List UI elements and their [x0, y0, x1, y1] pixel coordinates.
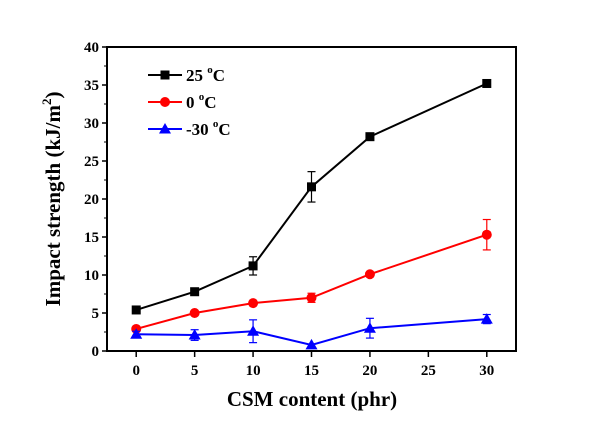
y-tick-label: 10 — [84, 268, 99, 284]
legend-label: 0 oC — [186, 91, 217, 112]
data-point — [363, 322, 376, 333]
y-tick-label: 30 — [84, 116, 99, 132]
legend-marker — [159, 123, 171, 134]
data-point — [189, 308, 200, 318]
data-point — [365, 132, 375, 142]
data-point — [188, 329, 201, 340]
data-point — [190, 287, 200, 297]
legend-label: -30 oC — [186, 118, 231, 139]
x-axis-title: CSM content (phr) — [227, 387, 397, 411]
data-point — [306, 292, 317, 303]
x-tick-label: 25 — [421, 363, 436, 379]
y-axis-title-sup: 2 — [39, 99, 54, 106]
data-point — [480, 313, 493, 324]
x-tick-label: 10 — [246, 363, 261, 379]
y-axis-title: Impact strength (kJ/m2) — [39, 92, 65, 307]
legend-marker — [160, 97, 170, 107]
x-tick-label: 0 — [132, 363, 140, 379]
y-tick-label: 40 — [84, 40, 99, 56]
data-point — [247, 325, 260, 336]
legend-item: 25 oC — [148, 64, 225, 85]
y-tick-label: 20 — [84, 192, 99, 208]
y-tick-label: 25 — [84, 154, 99, 170]
series-line — [135, 82, 488, 311]
series-group — [130, 78, 493, 350]
y-tick-label: 5 — [92, 306, 100, 322]
y-axis: 0 5 10 15 20 25 30 35 40 — [84, 40, 107, 360]
data-point — [248, 261, 258, 271]
data-point — [248, 298, 259, 309]
data-point — [305, 338, 318, 350]
y-tick-label: 35 — [84, 78, 99, 94]
x-tick-label: 5 — [191, 363, 199, 379]
legend-label: 25 oC — [186, 64, 225, 85]
x-axis: 0 5 10 15 20 25 30 — [132, 351, 494, 379]
x-tick-label: 20 — [362, 363, 377, 379]
data-point — [481, 229, 492, 240]
series-line — [136, 318, 487, 346]
y-tick-label: 15 — [84, 230, 99, 246]
series-2 — [130, 313, 493, 350]
x-tick-label: 15 — [304, 363, 319, 379]
x-tick-label: 30 — [479, 363, 494, 379]
legend: 25 oC 0 oC -30 oC — [148, 64, 231, 139]
series-1 — [131, 218, 492, 334]
data-point — [482, 78, 492, 88]
data-point — [130, 328, 143, 339]
data-point — [364, 269, 375, 280]
y-axis-title-main: Impact strength (kJ/m — [41, 105, 65, 307]
y-axis-title-close: ) — [41, 92, 65, 99]
legend-marker — [160, 70, 170, 80]
legend-item: -30 oC — [148, 118, 231, 139]
data-point — [307, 182, 316, 192]
legend-item: 0 oC — [148, 91, 217, 112]
series-line — [135, 233, 488, 330]
data-point — [131, 305, 141, 315]
series-0 — [131, 78, 492, 315]
y-tick-label: 0 — [92, 344, 100, 360]
